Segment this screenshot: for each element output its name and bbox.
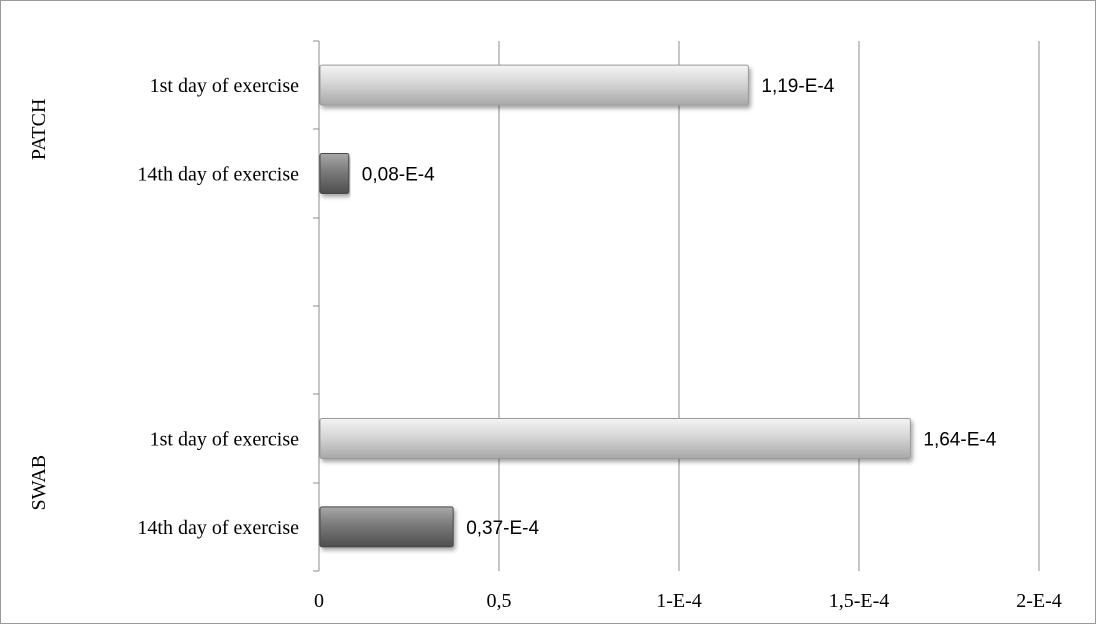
gridlines [498,41,1040,571]
data-label: 1,19-E-4 [761,76,834,97]
category-label: 1st day of exercise [150,75,300,97]
data-label: 0,37-E-4 [466,518,539,539]
bar-swab-day1 [319,418,911,459]
x-tick-label: 1,5-E-4 [829,590,890,612]
x-tick-label: 0,5 [487,590,512,612]
category-label: 14th day of exercise [137,517,299,539]
category-label: 1st day of exercise [150,429,300,451]
bar-swab-day14 [319,506,454,548]
x-tick-label: 1-E-4 [656,590,702,612]
group-label-swab: SWAB [28,455,50,511]
data-label: 1,64-E-4 [923,430,996,451]
labels: 0 0,5 1-E-4 1,5-E-4 2-E-4 1st day of exercise… [28,75,1062,612]
x-tick-label: 2-E-4 [1016,590,1062,612]
bar-patch-day1 [319,64,749,106]
category-label: 14th day of exercise [137,164,299,186]
data-label: 0,08-E-4 [362,165,435,186]
group-label-patch: PATCH [28,99,50,161]
bars [319,64,911,548]
x-tick-label: 0 [314,590,324,612]
y-axis [313,40,320,572]
bar-patch-day14 [319,153,350,194]
